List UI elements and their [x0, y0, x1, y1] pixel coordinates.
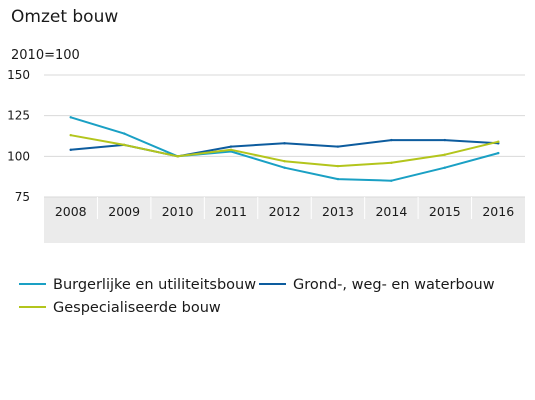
data-point [283, 142, 286, 145]
data-point [336, 177, 340, 181]
data-point [336, 164, 340, 168]
legend-label-series-1: Burgerlijke en utiliteitsbouw [53, 277, 256, 293]
series-line [69, 116, 500, 182]
y-tick-label: 150 [7, 68, 30, 82]
data-point [497, 140, 500, 143]
series-3 [69, 133, 500, 168]
data-point [122, 143, 126, 147]
data-point [443, 153, 447, 156]
y-tick-label: 100 [7, 149, 30, 163]
x-axis: 2008 2009 2010 2011 2012 2013 2014 2015 2016 [55, 197, 514, 219]
data-point [390, 138, 393, 142]
data-point [122, 132, 126, 135]
data-point [390, 179, 393, 182]
data-point [390, 161, 393, 165]
x-tick-label: 2016 [482, 204, 514, 219]
series-layer [69, 116, 500, 182]
data-point [69, 116, 72, 119]
x-tick-label: 2012 [269, 204, 301, 219]
chart-subtitle: 2010=100 [11, 48, 80, 63]
y-tick-label: 75 [15, 190, 30, 204]
series-1 [69, 116, 500, 182]
data-point [336, 145, 340, 148]
legend-item: Grond-, weg- en waterbouw [259, 277, 495, 293]
y-axis: 75 100 125 150 [7, 68, 30, 204]
data-point [443, 138, 447, 142]
data-point [176, 155, 179, 158]
data-point [283, 160, 286, 163]
legend-item: Gespecialiseerde bouw [19, 300, 221, 316]
grid-layer [44, 74, 525, 198]
legend-label-series-3: Gespecialiseerde bouw [53, 300, 221, 316]
series-2 [69, 138, 500, 158]
data-point [69, 148, 72, 152]
x-tick-label: 2014 [375, 204, 407, 219]
x-tick-label: 2011 [215, 204, 247, 219]
legend-label-series-2: Grond-, weg- en waterbouw [293, 277, 495, 293]
x-tick-label: 2009 [108, 204, 140, 219]
data-point [229, 145, 233, 148]
legend: Burgerlijke en utiliteitsbouw Grond-, we… [19, 277, 495, 316]
data-point [283, 166, 286, 169]
data-point [69, 133, 72, 137]
data-point [497, 151, 500, 155]
x-tick-label: 2010 [162, 204, 194, 219]
x-tick-label: 2013 [322, 204, 354, 219]
y-tick-label: 125 [7, 109, 30, 123]
data-point [229, 148, 233, 152]
chart-title: Omzet bouw [11, 7, 118, 27]
x-tick-label: 2008 [55, 204, 87, 219]
x-axis-band [44, 197, 525, 243]
legend-item: Burgerlijke en utiliteitsbouw [19, 277, 256, 293]
data-point [443, 166, 447, 169]
x-tick-label: 2015 [429, 204, 461, 219]
